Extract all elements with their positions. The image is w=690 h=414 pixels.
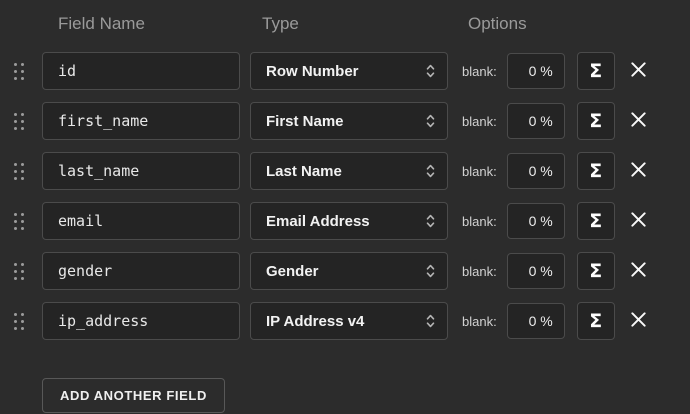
field-row: IP Address v4 blank: Σ <box>14 302 690 340</box>
drag-handle-icon[interactable] <box>14 312 24 330</box>
field-type-select[interactable]: IP Address v4 <box>250 302 448 340</box>
sigma-icon: Σ <box>589 110 603 132</box>
field-name-input[interactable] <box>42 302 240 340</box>
close-icon <box>630 311 647 331</box>
field-type-label: Last Name <box>266 162 342 180</box>
chevron-up-down-icon <box>425 62 436 80</box>
sigma-icon: Σ <box>589 160 603 182</box>
column-header-field-name: Field Name <box>58 14 145 33</box>
blank-label: blank: <box>462 263 497 279</box>
field-type-label: Email Address <box>266 212 370 230</box>
column-headers: Field Name Type Options <box>0 0 690 52</box>
close-icon <box>630 261 647 281</box>
sigma-icon: Σ <box>589 310 603 332</box>
field-row: Row Number blank: Σ <box>14 52 690 90</box>
column-header-options: Options <box>468 14 527 33</box>
chevron-up-down-icon <box>425 312 436 330</box>
sigma-icon: Σ <box>589 260 603 282</box>
column-header-type: Type <box>262 14 299 33</box>
blank-percentage-input[interactable] <box>506 303 565 339</box>
remove-field-button[interactable] <box>626 152 652 190</box>
sigma-options-button[interactable]: Σ <box>576 302 615 340</box>
remove-field-button[interactable] <box>626 102 652 140</box>
field-row: Last Name blank: Σ <box>14 152 690 190</box>
field-row: Gender blank: Σ <box>14 252 690 290</box>
field-name-input[interactable] <box>42 102 240 140</box>
field-type-label: Gender <box>266 262 319 280</box>
field-type-select[interactable]: First Name <box>250 102 448 140</box>
chevron-up-down-icon <box>425 262 436 280</box>
blank-percentage-input[interactable] <box>506 253 565 289</box>
field-row: First Name blank: Σ <box>14 102 690 140</box>
close-icon <box>630 61 647 81</box>
drag-handle-icon[interactable] <box>14 262 24 280</box>
field-type-label: First Name <box>266 112 344 130</box>
remove-field-button[interactable] <box>626 202 652 240</box>
field-name-input[interactable] <box>42 252 240 290</box>
sigma-icon: Σ <box>589 210 603 232</box>
drag-handle-icon[interactable] <box>14 62 24 80</box>
field-type-select[interactable]: Last Name <box>250 152 448 190</box>
field-row: Email Address blank: Σ <box>14 202 690 240</box>
blank-percentage-input[interactable] <box>506 153 565 189</box>
field-name-input[interactable] <box>42 202 240 240</box>
chevron-up-down-icon <box>425 112 436 130</box>
field-name-input[interactable] <box>42 152 240 190</box>
blank-percentage-input[interactable] <box>506 103 565 139</box>
field-type-label: IP Address v4 <box>266 312 365 330</box>
blank-label: blank: <box>462 213 497 229</box>
remove-field-button[interactable] <box>626 302 652 340</box>
blank-percentage-input[interactable] <box>506 53 565 89</box>
add-another-field-button[interactable]: ADD ANOTHER FIELD <box>42 378 225 413</box>
sigma-options-button[interactable]: Σ <box>576 102 615 140</box>
remove-field-button[interactable] <box>626 252 652 290</box>
blank-label: blank: <box>462 113 497 129</box>
close-icon <box>630 161 647 181</box>
chevron-up-down-icon <box>425 212 436 230</box>
close-icon <box>630 211 647 231</box>
drag-handle-icon[interactable] <box>14 212 24 230</box>
field-type-select[interactable]: Email Address <box>250 202 448 240</box>
blank-percentage-input[interactable] <box>506 203 565 239</box>
remove-field-button[interactable] <box>626 52 652 90</box>
sigma-options-button[interactable]: Σ <box>576 52 615 90</box>
chevron-up-down-icon <box>425 162 436 180</box>
field-type-select[interactable]: Row Number <box>250 52 448 90</box>
blank-label: blank: <box>462 63 497 79</box>
field-name-input[interactable] <box>42 52 240 90</box>
sigma-options-button[interactable]: Σ <box>576 202 615 240</box>
drag-handle-icon[interactable] <box>14 112 24 130</box>
sigma-icon: Σ <box>589 60 603 82</box>
blank-label: blank: <box>462 313 497 329</box>
field-type-label: Row Number <box>266 62 359 80</box>
field-type-select[interactable]: Gender <box>250 252 448 290</box>
drag-handle-icon[interactable] <box>14 162 24 180</box>
sigma-options-button[interactable]: Σ <box>576 152 615 190</box>
blank-label: blank: <box>462 163 497 179</box>
field-rows: Row Number blank: Σ <box>0 52 690 340</box>
sigma-options-button[interactable]: Σ <box>576 252 615 290</box>
close-icon <box>630 111 647 131</box>
